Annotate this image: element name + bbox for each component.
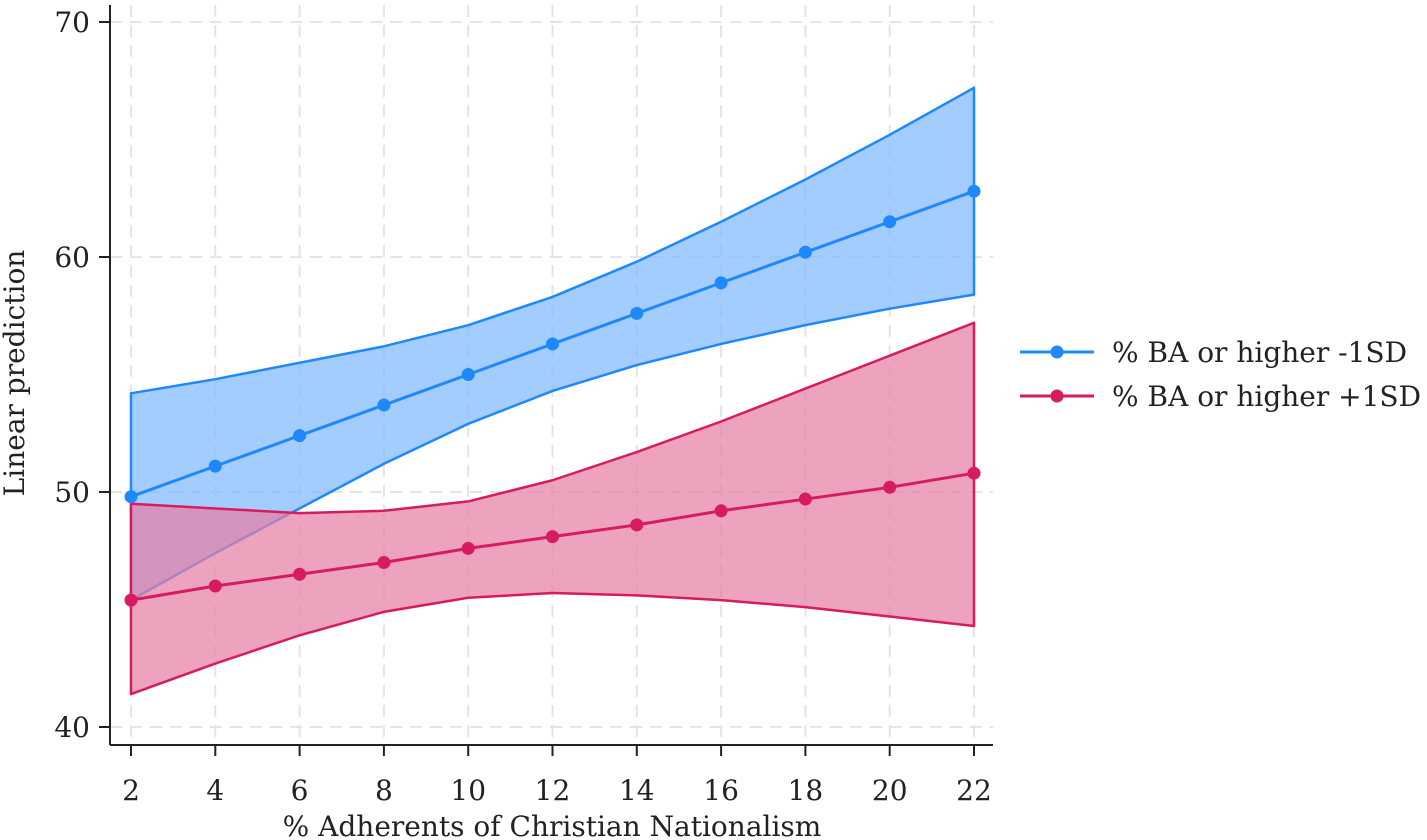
data-point-minus-1sd	[630, 306, 644, 320]
x-tick-label: 16	[703, 774, 739, 807]
x-tick-label: 10	[450, 774, 486, 807]
data-point-minus-1sd	[124, 490, 138, 504]
data-point-minus-1sd	[208, 459, 222, 473]
y-tick-label: 40	[54, 711, 90, 744]
data-point-minus-1sd	[883, 215, 897, 229]
x-tick-label: 12	[535, 774, 571, 807]
data-point-plus-1sd	[377, 556, 391, 569]
x-tick-label: 14	[619, 774, 655, 807]
data-point-minus-1sd	[377, 398, 391, 412]
data-point-plus-1sd	[630, 518, 644, 532]
legend-marker-plus-1sd	[1050, 389, 1064, 403]
series-lines	[124, 184, 981, 607]
data-point-minus-1sd	[293, 429, 307, 443]
x-tick-label: 22	[956, 774, 992, 807]
y-tick-label: 60	[54, 241, 90, 274]
legend-label-minus-1sd: % BA or higher -1SD	[1112, 336, 1407, 369]
legend-label-plus-1sd: % BA or higher +1SD	[1112, 380, 1421, 413]
y-tick-label: 70	[54, 6, 90, 39]
x-tick-label: 4	[206, 774, 224, 807]
data-point-minus-1sd	[798, 245, 812, 259]
x-tick-label: 18	[788, 774, 824, 807]
data-point-plus-1sd	[461, 541, 475, 555]
data-point-plus-1sd	[208, 579, 222, 593]
legend: % BA or higher -1SD % BA or higher +1SD	[1020, 336, 1421, 413]
ticks: 2 4 6 8 10 12 14 16 18 20 22 40 50 60 70	[54, 6, 991, 807]
ci-band-plus-1sd	[129, 321, 976, 696]
x-tick-label: 6	[291, 774, 309, 807]
y-tick-label: 50	[54, 476, 90, 509]
legend-marker-minus-1sd	[1050, 345, 1064, 359]
x-tick-label: 2	[122, 774, 140, 807]
data-point-minus-1sd	[714, 276, 728, 290]
data-point-minus-1sd	[461, 368, 475, 381]
x-axis-title: % Adherents of Christian Nationalism	[283, 810, 822, 840]
data-point-plus-1sd	[883, 480, 897, 494]
data-point-plus-1sd	[714, 504, 728, 518]
data-point-minus-1sd	[546, 337, 559, 351]
data-point-minus-1sd	[967, 184, 981, 198]
data-point-plus-1sd	[124, 593, 138, 607]
data-point-plus-1sd	[546, 530, 559, 544]
x-tick-label: 20	[872, 774, 908, 807]
x-tick-label: 8	[375, 774, 393, 807]
y-axis-title: Linear prediction	[0, 250, 31, 497]
data-point-plus-1sd	[967, 466, 981, 480]
data-point-plus-1sd	[798, 492, 812, 506]
data-point-plus-1sd	[293, 567, 307, 581]
confidence-bands	[129, 86, 976, 696]
